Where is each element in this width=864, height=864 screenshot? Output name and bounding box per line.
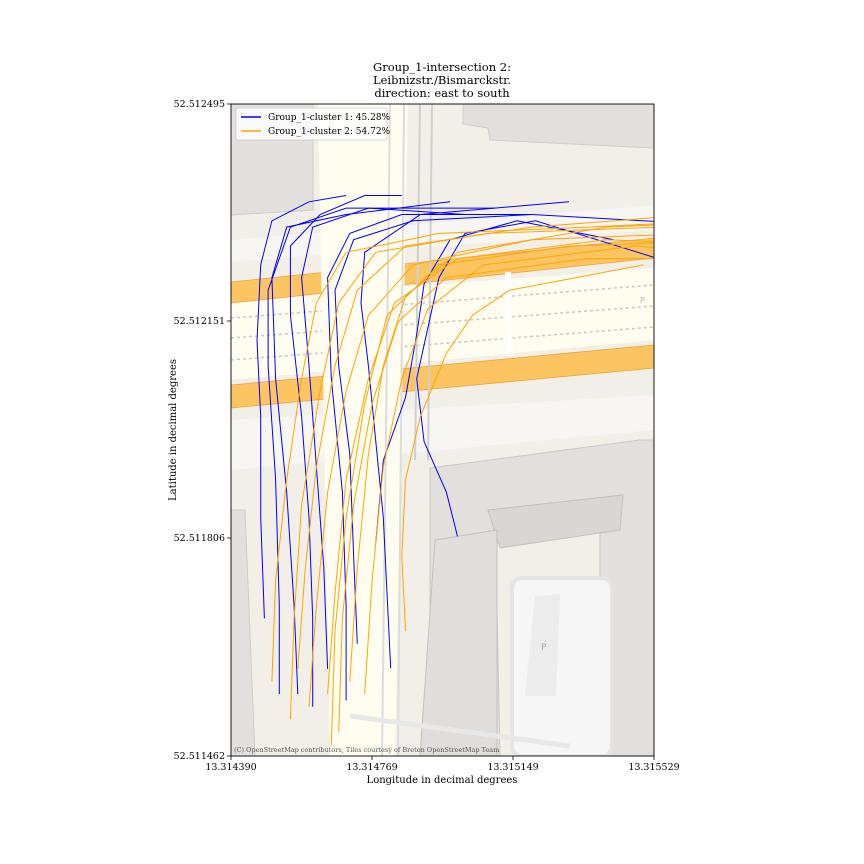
trajectory-line xyxy=(271,201,451,695)
x-axis-label: Longitude in decimal degrees xyxy=(367,775,518,786)
y-axis-label: Latitude in decimal degrees xyxy=(168,359,179,501)
trajectory-line xyxy=(360,201,570,669)
y-tick-label: 52.512151 xyxy=(174,316,225,327)
x-tick-label: 13.314390 xyxy=(205,762,256,773)
trajectory-line xyxy=(289,226,654,720)
trajectory-line xyxy=(330,242,654,745)
trajectory-line xyxy=(349,224,654,682)
chart-title-line-2: Leibnizstr./Bismarckstr. xyxy=(373,73,511,87)
trajectory-line xyxy=(401,264,644,632)
series-cluster-2 xyxy=(271,217,654,745)
trajectory-line xyxy=(334,214,532,644)
y-axis: 52.512495 52.512151 52.511806 52.511462 … xyxy=(168,99,231,762)
x-axis: 13.314390 13.314769 13.315149 13.315529 … xyxy=(205,756,680,786)
trajectory-line xyxy=(301,207,466,669)
trajectory-line xyxy=(327,239,654,695)
trajectory-line xyxy=(256,195,347,619)
chart-title-line-1: Group_1-intersection 2: xyxy=(373,60,511,74)
y-tick-label: 52.511462 xyxy=(174,751,225,762)
trajectory-line xyxy=(297,217,654,669)
x-tick-label: 13.315149 xyxy=(487,762,538,773)
plot-frame xyxy=(230,103,655,757)
svg-text:P: P xyxy=(541,643,547,653)
y-tick-label: 52.511806 xyxy=(174,533,225,544)
trajectory-line xyxy=(338,258,654,733)
series-cluster-1 xyxy=(256,195,654,707)
trajectory-line xyxy=(327,214,654,701)
trajectory-line xyxy=(308,234,654,707)
x-tick-label: 13.314769 xyxy=(346,762,397,773)
x-tick-label: 13.315529 xyxy=(628,762,679,773)
trajectory-line xyxy=(267,207,495,695)
chart-title-line-3: direction: east to south xyxy=(374,86,510,100)
legend-entry-cluster-1: Group_1-cluster 1: 45.28% xyxy=(268,113,391,123)
trajectory-line xyxy=(416,220,654,537)
trajectory-series xyxy=(256,195,654,745)
legend-entry-cluster-2: Group_1-cluster 2: 54.72% xyxy=(268,127,391,137)
map-attribution: (C) OpenStreetMap contributors, Tiles co… xyxy=(234,746,499,754)
y-tick-label: 52.512495 xyxy=(174,99,225,110)
trajectory-line xyxy=(271,223,654,682)
legend: Group_1-cluster 1: 45.28% Group_1-cluste… xyxy=(235,107,391,141)
svg-text:P: P xyxy=(640,296,645,305)
trajectory-line xyxy=(289,195,402,707)
trajectory-line xyxy=(364,245,654,695)
